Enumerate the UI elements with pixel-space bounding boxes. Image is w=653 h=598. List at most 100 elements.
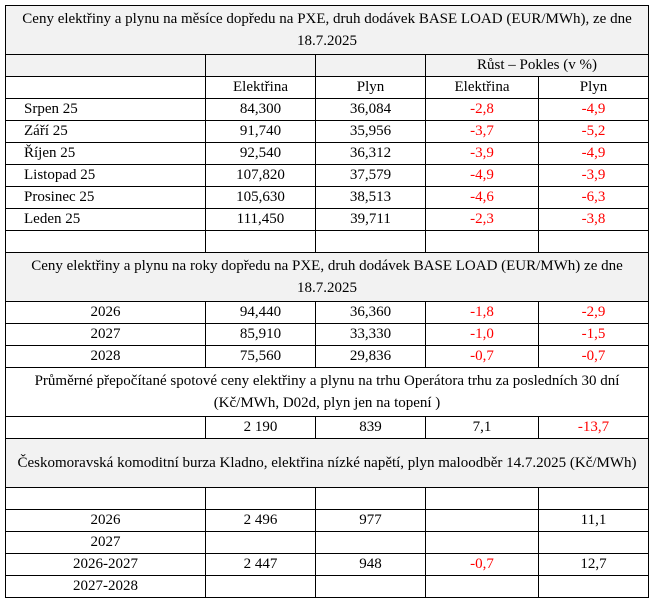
electricity-change <box>425 531 539 554</box>
col-header-electricity: Elektřina <box>205 76 316 99</box>
section3-title-row: Průměrné přepočítané spotové ceny elektř… <box>4 367 650 417</box>
gas-change: -2,9 <box>537 301 650 324</box>
row-label: Říjen 25 <box>5 142 206 165</box>
electricity-price: 2 496 <box>205 509 316 532</box>
section4-title: Českomoravská komoditní burza Kladno, el… <box>4 438 650 488</box>
table-row: Říjen 25 92,540 36,312 -3,9 -4,9 <box>5 142 650 165</box>
gas-change: -5,2 <box>537 120 650 143</box>
gas-price: 38,513 <box>315 186 426 209</box>
electricity-change: -4,9 <box>425 164 539 187</box>
electricity-price: 85,910 <box>205 323 316 346</box>
table-row: 2028 75,560 29,836 -0,7 -0,7 <box>5 345 650 368</box>
gas-price: 29,836 <box>315 345 426 368</box>
row-label: Září 25 <box>5 120 206 143</box>
electricity-change: 7,1 <box>425 416 539 439</box>
row-label: Leden 25 <box>5 208 206 231</box>
gas-price: 36,360 <box>315 301 426 324</box>
gas-change: 12,7 <box>537 553 650 576</box>
electricity-change <box>425 575 539 598</box>
table-row: Leden 25 111,450 39,711 -2,3 -3,8 <box>5 208 650 231</box>
spacer-row <box>5 487 650 510</box>
gas-change <box>537 531 650 554</box>
electricity-change: -4,6 <box>425 186 539 209</box>
gas-price <box>315 575 426 598</box>
row-label: 2026-2027 <box>5 553 206 576</box>
row-label: 2026 <box>5 301 206 324</box>
electricity-price <box>205 575 316 598</box>
gas-price <box>315 531 426 554</box>
row-label: Prosinec 25 <box>5 186 206 209</box>
gas-price: 948 <box>315 553 426 576</box>
electricity-price: 92,540 <box>205 142 316 165</box>
table-row: 2027 85,910 33,330 -1,0 -1,5 <box>5 323 650 346</box>
change-group-header: Růst – Pokles (v %) <box>424 54 650 77</box>
electricity-price: 84,300 <box>205 98 316 121</box>
row-label: 2027-2028 <box>5 575 206 598</box>
electricity-change: -2,3 <box>425 208 539 231</box>
row-label: 2027 <box>5 531 206 554</box>
gas-change <box>537 575 650 598</box>
electricity-change <box>425 509 539 532</box>
table-row: 2026-2027 2 447 948 -0,7 12,7 <box>5 553 650 576</box>
col-header-electricity-change: Elektřina <box>425 76 539 99</box>
gas-change: -4,9 <box>537 142 650 165</box>
row-label <box>5 416 206 439</box>
table-row: 2027 <box>5 531 650 554</box>
gas-change: -3,8 <box>537 208 650 231</box>
gas-price: 37,579 <box>315 164 426 187</box>
table-row: Září 25 91,740 35,956 -3,7 -5,2 <box>5 120 650 143</box>
table-row: Srpen 25 84,300 36,084 -2,8 -4,9 <box>5 98 650 121</box>
electricity-change: -0,7 <box>425 345 539 368</box>
table-row: 2 190 839 7,1 -13,7 <box>5 416 650 439</box>
commodity-prices-table: Ceny elektřiny a plynu na měsíce dopředu… <box>4 5 650 598</box>
gas-price: 839 <box>315 416 426 439</box>
electricity-change: -1,0 <box>425 323 539 346</box>
electricity-change: -0,7 <box>425 553 539 576</box>
section1-title-row: Ceny elektřiny a plynu na měsíce dopředu… <box>4 5 650 55</box>
gas-price: 36,312 <box>315 142 426 165</box>
electricity-price: 2 190 <box>205 416 316 439</box>
electricity-price <box>205 531 316 554</box>
section2-title-row: Ceny elektřiny a plynu na roky dopředu n… <box>4 252 650 302</box>
electricity-price: 105,630 <box>205 186 316 209</box>
gas-price: 35,956 <box>315 120 426 143</box>
gas-change: -6,3 <box>537 186 650 209</box>
section1-group-header-row: Růst – Pokles (v %) <box>5 54 650 77</box>
gas-change: -0,7 <box>537 345 650 368</box>
electricity-price: 94,440 <box>205 301 316 324</box>
row-label: 2026 <box>5 509 206 532</box>
row-label: 2027 <box>5 323 206 346</box>
electricity-price: 107,820 <box>205 164 316 187</box>
col-header-gas-change: Plyn <box>537 76 650 99</box>
electricity-change: -3,7 <box>425 120 539 143</box>
gas-change: -4,9 <box>537 98 650 121</box>
electricity-change: -1,8 <box>425 301 539 324</box>
row-label: 2028 <box>5 345 206 368</box>
section1-column-header-row: Elektřina Plyn Elektřina Plyn <box>5 76 650 99</box>
section4-title-row: Českomoravská komoditní burza Kladno, el… <box>4 438 650 488</box>
gas-change: -13,7 <box>537 416 650 439</box>
gas-change: -3,9 <box>537 164 650 187</box>
gas-price: 977 <box>315 509 426 532</box>
table-row: 2027-2028 <box>5 575 650 598</box>
col-header-gas: Plyn <box>315 76 426 99</box>
gas-price: 36,084 <box>315 98 426 121</box>
section3-title: Průměrné přepočítané spotové ceny elektř… <box>4 367 650 417</box>
electricity-price: 91,740 <box>205 120 316 143</box>
gas-price: 39,711 <box>315 208 426 231</box>
electricity-change: -2,8 <box>425 98 539 121</box>
electricity-price: 2 447 <box>205 553 316 576</box>
gas-change: 11,1 <box>537 509 650 532</box>
table-row: Prosinec 25 105,630 38,513 -4,6 -6,3 <box>5 186 650 209</box>
electricity-price: 111,450 <box>205 208 316 231</box>
row-label: Srpen 25 <box>5 98 206 121</box>
row-label: Listopad 25 <box>5 164 206 187</box>
spacer-row <box>5 230 650 253</box>
gas-price: 33,330 <box>315 323 426 346</box>
table-row: 2026 2 496 977 11,1 <box>5 509 650 532</box>
section1-title: Ceny elektřiny a plynu na měsíce dopředu… <box>4 5 650 55</box>
electricity-price: 75,560 <box>205 345 316 368</box>
section2-title: Ceny elektřiny a plynu na roky dopředu n… <box>4 252 650 302</box>
gas-change: -1,5 <box>537 323 650 346</box>
table-row: 2026 94,440 36,360 -1,8 -2,9 <box>5 301 650 324</box>
